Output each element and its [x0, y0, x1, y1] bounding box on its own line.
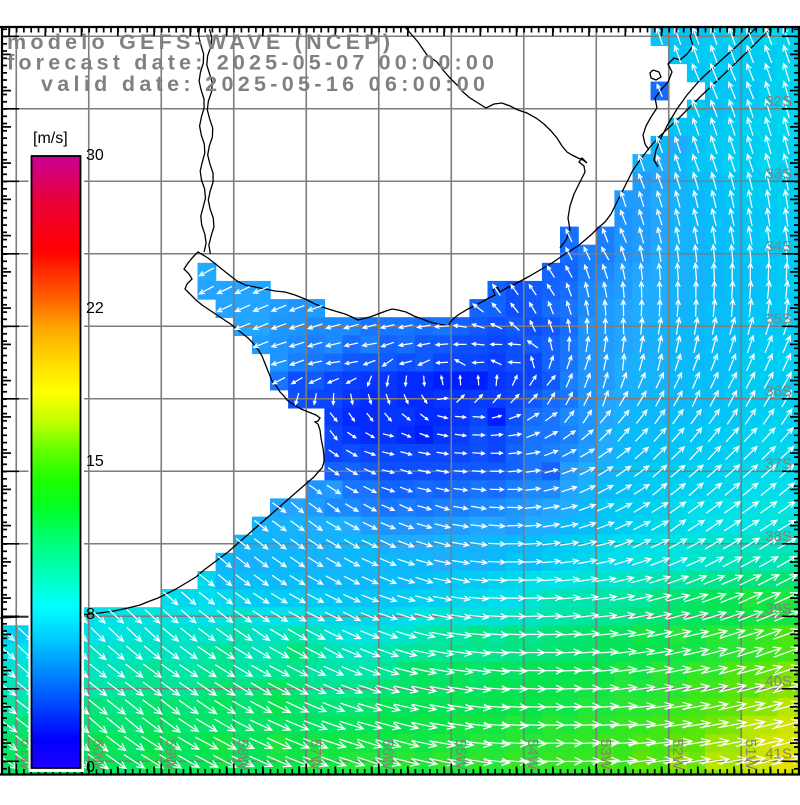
svg-text:56W: 56W [379, 739, 396, 771]
svg-text:modelo GEFS-WAVE (NCEP): modelo GEFS-WAVE (NCEP) [7, 30, 390, 54]
svg-text:53W: 53W [597, 739, 614, 771]
svg-text:37S: 37S [765, 455, 792, 472]
svg-text:58W: 58W [234, 739, 251, 771]
svg-text:35S: 35S [765, 310, 792, 327]
svg-text:33S: 33S [765, 165, 792, 182]
svg-text:40S: 40S [765, 673, 792, 690]
svg-text:41S: 41S [765, 745, 792, 762]
svg-text:60W: 60W [89, 739, 106, 771]
svg-text:59W: 59W [162, 739, 179, 771]
svg-text:0: 0 [86, 759, 95, 776]
svg-text:52W: 52W [669, 739, 686, 771]
svg-text:8: 8 [86, 606, 95, 623]
svg-text:32S: 32S [765, 93, 792, 110]
svg-text:15: 15 [86, 453, 104, 470]
svg-text:38S: 38S [765, 528, 792, 545]
svg-text:forecast date: 2025-05-07 00:0: forecast date: 2025-05-07 00:00:00 [7, 51, 494, 75]
svg-text:34S: 34S [765, 238, 792, 255]
svg-text:54W: 54W [524, 739, 541, 771]
svg-text:39S: 39S [765, 600, 792, 617]
svg-text:51W: 51W [742, 739, 759, 771]
svg-text:57W: 57W [307, 739, 324, 771]
svg-text:55W: 55W [452, 739, 469, 771]
svg-text:22: 22 [86, 300, 104, 317]
svg-text:[m/s]: [m/s] [33, 130, 68, 147]
svg-text:30: 30 [86, 147, 104, 164]
svg-text:36S: 36S [765, 383, 792, 400]
